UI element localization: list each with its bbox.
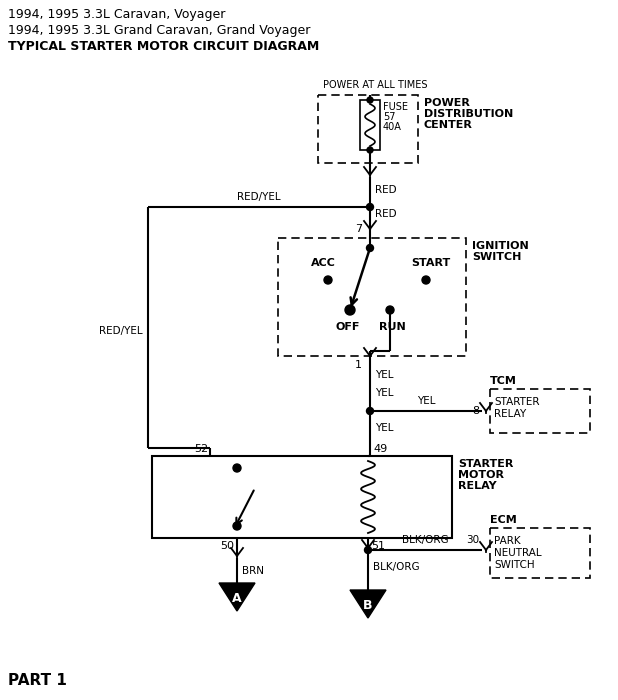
Circle shape bbox=[366, 407, 373, 414]
Bar bbox=[490, 389, 590, 433]
Text: OFF: OFF bbox=[336, 322, 360, 332]
Text: SWITCH: SWITCH bbox=[472, 252, 522, 262]
Text: RELAY: RELAY bbox=[458, 481, 497, 491]
Text: STARTER: STARTER bbox=[494, 397, 540, 407]
Text: MOTOR: MOTOR bbox=[458, 470, 504, 480]
Circle shape bbox=[345, 305, 355, 315]
Text: B: B bbox=[363, 599, 373, 612]
Text: FUSE: FUSE bbox=[383, 102, 408, 112]
Text: 1994, 1995 3.3L Grand Caravan, Grand Voyager: 1994, 1995 3.3L Grand Caravan, Grand Voy… bbox=[8, 24, 310, 37]
Text: POWER AT ALL TIMES: POWER AT ALL TIMES bbox=[323, 80, 427, 90]
Circle shape bbox=[386, 306, 394, 314]
Text: 40A: 40A bbox=[383, 122, 402, 132]
Text: RUN: RUN bbox=[379, 322, 405, 332]
Text: YEL: YEL bbox=[375, 388, 394, 398]
Text: 49: 49 bbox=[373, 444, 387, 454]
Text: 7: 7 bbox=[355, 224, 362, 234]
Text: SWITCH: SWITCH bbox=[494, 560, 535, 570]
Text: BLK/ORG: BLK/ORG bbox=[402, 535, 448, 545]
Bar bbox=[490, 528, 590, 578]
Text: RED/YEL: RED/YEL bbox=[99, 326, 143, 336]
Text: troubleshootmyvehicle.com: troubleshootmyvehicle.com bbox=[192, 496, 386, 510]
Text: RED: RED bbox=[375, 209, 397, 219]
Text: NEUTRAL: NEUTRAL bbox=[494, 548, 541, 558]
Text: RED/YEL: RED/YEL bbox=[237, 192, 281, 202]
Text: 52: 52 bbox=[194, 444, 208, 454]
Text: 1: 1 bbox=[355, 360, 362, 370]
Circle shape bbox=[367, 97, 373, 103]
Circle shape bbox=[233, 522, 241, 530]
Bar bbox=[152, 456, 452, 538]
Bar bbox=[278, 238, 466, 356]
Text: TYPICAL STARTER MOTOR CIRCUIT DIAGRAM: TYPICAL STARTER MOTOR CIRCUIT DIAGRAM bbox=[8, 40, 320, 53]
Text: IGNITION: IGNITION bbox=[472, 241, 529, 251]
Text: 30: 30 bbox=[466, 535, 479, 545]
Text: TCM: TCM bbox=[490, 376, 517, 386]
Bar bbox=[360, 100, 380, 150]
Text: RELAY: RELAY bbox=[494, 409, 527, 419]
Text: 1994, 1995 3.3L Caravan, Voyager: 1994, 1995 3.3L Caravan, Voyager bbox=[8, 8, 226, 21]
Text: A: A bbox=[232, 592, 242, 605]
Text: 8: 8 bbox=[472, 406, 479, 416]
Circle shape bbox=[366, 204, 373, 211]
Polygon shape bbox=[219, 583, 255, 611]
Text: BLK/ORG: BLK/ORG bbox=[373, 562, 420, 572]
Text: START: START bbox=[412, 258, 451, 268]
Text: POWER: POWER bbox=[424, 98, 470, 108]
Text: YEL: YEL bbox=[375, 370, 394, 380]
Text: YEL: YEL bbox=[417, 396, 435, 406]
Text: 51: 51 bbox=[371, 541, 385, 551]
Text: 57: 57 bbox=[383, 112, 396, 122]
Text: DISTRIBUTION: DISTRIBUTION bbox=[424, 109, 514, 119]
Bar bbox=[318, 95, 418, 163]
Polygon shape bbox=[350, 590, 386, 618]
Text: ECM: ECM bbox=[490, 515, 517, 525]
Text: RED: RED bbox=[375, 185, 397, 195]
Circle shape bbox=[233, 464, 241, 472]
Circle shape bbox=[422, 276, 430, 284]
Text: PARK: PARK bbox=[494, 536, 520, 546]
Circle shape bbox=[365, 547, 371, 554]
Text: YEL: YEL bbox=[375, 423, 394, 433]
Text: STARTER: STARTER bbox=[458, 459, 514, 469]
Circle shape bbox=[324, 276, 332, 284]
Text: ACC: ACC bbox=[311, 258, 336, 268]
Circle shape bbox=[366, 244, 373, 251]
Text: 50: 50 bbox=[220, 541, 234, 551]
Circle shape bbox=[367, 147, 373, 153]
Text: BRN: BRN bbox=[242, 566, 264, 576]
Text: PART 1: PART 1 bbox=[8, 673, 67, 688]
Text: CENTER: CENTER bbox=[424, 120, 473, 130]
